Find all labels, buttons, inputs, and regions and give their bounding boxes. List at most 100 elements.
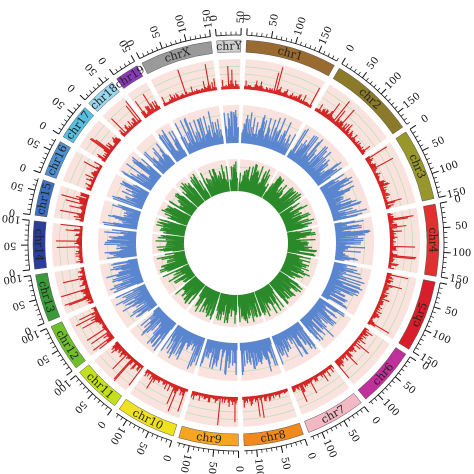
track-3-bars-chr10: [194, 285, 221, 320]
minor-tick: [61, 123, 65, 126]
track-1-gridline: [76, 158, 90, 187]
track-1-gridline: [134, 387, 182, 412]
minor-tick: [104, 76, 108, 81]
tick-baseline-chr14: [27, 220, 31, 270]
ideogram-chr13: [35, 272, 61, 322]
minor-tick: [387, 98, 391, 102]
minor-tick: [101, 403, 105, 407]
minor-tick: [323, 50, 326, 55]
major-tick: [422, 147, 429, 152]
track-2-bars-chr6: [299, 297, 345, 342]
track-2-bars-chr13: [106, 258, 144, 294]
track-1-gridline: [140, 101, 158, 113]
track-1-gridline: [325, 90, 382, 143]
tick-label: 150: [449, 273, 470, 287]
minor-tick: [27, 280, 32, 282]
minor-tick: [73, 107, 77, 111]
minor-tick: [426, 157, 430, 161]
track-3-gridline: [177, 291, 191, 305]
track-1-gridline: [383, 146, 409, 205]
tick-label: 50: [443, 305, 458, 319]
track-1-gridline: [85, 124, 105, 151]
minor-tick: [189, 36, 192, 41]
track-1-background-chr5: [367, 272, 417, 340]
major-tick: [441, 276, 449, 279]
track-1-gridline: [401, 210, 406, 271]
track-layer: [52, 59, 420, 427]
minor-tick: [38, 166, 43, 169]
major-tick: [107, 409, 113, 416]
track-3-bars-chr9: [215, 292, 238, 324]
minor-tick: [430, 315, 435, 318]
major-tick: [109, 68, 115, 76]
track-1-bars-chrY: [221, 66, 240, 90]
minor-tick: [435, 181, 439, 184]
tick-label: 150: [446, 186, 467, 201]
tick-label: 0: [52, 376, 64, 389]
minor-tick: [441, 212, 446, 214]
track-3-bars-chr12: [162, 263, 196, 284]
track-3-bars-chr16: [161, 205, 192, 226]
track-1-gridline: [157, 74, 216, 94]
chromosome-label: chr8: [259, 428, 287, 446]
tick-label: 50: [149, 24, 164, 40]
track-2-bars-chr1: [240, 112, 297, 156]
minor-tick: [385, 387, 389, 391]
track-2-bars-chr15: [102, 204, 142, 230]
track-1-gridline: [343, 335, 378, 374]
track-3-gridline: [173, 270, 183, 286]
track-1-gridline: [99, 355, 131, 385]
major-tick: [39, 328, 47, 332]
tick-label: 100: [108, 424, 127, 446]
tick-label: 0: [419, 360, 430, 373]
tick-baseline-chr8: [244, 438, 306, 452]
tick-baseline-chr9: [177, 442, 239, 452]
major-tick: [295, 36, 299, 44]
tick-label: 100: [383, 70, 404, 91]
minor-tick: [384, 94, 388, 98]
tick-label: 0: [160, 453, 172, 462]
minor-tick: [52, 346, 56, 349]
minor-tick: [79, 382, 83, 386]
track-1-gridline: [138, 380, 184, 405]
minor-tick: [403, 117, 407, 121]
tick-label: 0: [242, 14, 253, 21]
minor-tick: [349, 66, 353, 70]
track-2-bars-chr7: [271, 321, 317, 365]
tick-label: 150: [317, 25, 335, 47]
major-tick: [33, 169, 41, 174]
minor-tick: [197, 447, 200, 452]
track-1-background-chr11: [94, 341, 144, 391]
track-3-bars-chr13: [156, 250, 189, 274]
track-1-gridline: [76, 268, 88, 306]
track-1-gridline: [74, 315, 98, 352]
tick-baseline-chr13: [30, 275, 45, 324]
minor-tick: [93, 396, 97, 400]
major-tick: [215, 28, 217, 36]
track-3-bars-chr19: [189, 173, 212, 202]
track-1-gridline: [136, 95, 154, 107]
tick-label: 100: [3, 272, 24, 286]
minor-tick: [57, 354, 61, 357]
minor-tick: [48, 143, 53, 146]
track-2-bars-chr8: [239, 337, 279, 376]
minor-tick: [419, 144, 424, 147]
chromosome-label: chr15: [34, 181, 54, 216]
track-1-bars-chr16: [83, 161, 103, 191]
minor-tick: [373, 84, 377, 88]
track-1-gridline: [60, 187, 69, 219]
tick-label: 150: [202, 9, 215, 29]
minor-tick: [430, 167, 434, 170]
major-tick: [209, 29, 211, 37]
track-1-gridline: [293, 369, 336, 395]
track-2-bars-chr2: [286, 128, 342, 187]
track-1-gridline: [243, 409, 295, 420]
minor-tick: [35, 309, 39, 311]
tick-baseline-chr11: [75, 375, 112, 411]
track-1-gridline: [59, 223, 62, 266]
tick-label: 0: [95, 418, 108, 430]
tick-label: 50: [206, 461, 218, 474]
minor-tick: [179, 38, 182, 43]
track-1-gridline: [245, 66, 322, 89]
track-1-gridline: [348, 339, 384, 380]
